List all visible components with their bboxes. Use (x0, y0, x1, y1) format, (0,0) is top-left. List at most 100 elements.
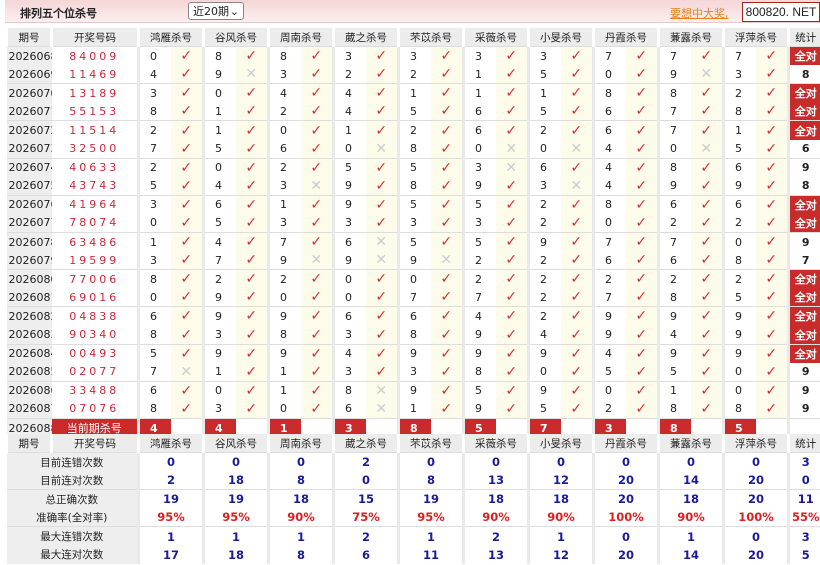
check-icon: ✓ (245, 177, 258, 194)
result-cell: ✕ (560, 139, 594, 159)
result-cell: ✓ (170, 102, 204, 121)
kill-number-cell: 9 (657, 343, 691, 363)
kill-number-cell: 9 (657, 306, 691, 326)
table-row: 2026085 02077 7 ✕ 1 ✓ 1 ✓ 3 ✓ 3 ✓ 8 ✓ 0 ✓ 5 ✓ 5 ✓ 0 ✓ 9 (6, 362, 820, 382)
kill-number-cell: 3 (202, 325, 236, 345)
cross-icon: ✕ (375, 400, 388, 417)
result-cell: ✓ (625, 120, 659, 140)
kill-number-cell: 2 (462, 269, 496, 289)
result-cell: ✓ (560, 213, 594, 233)
kill-number-cell: 0 (592, 213, 626, 233)
period-cell: 2026085 (6, 362, 52, 382)
kill-number-cell: 7 (137, 139, 171, 159)
check-icon: ✓ (375, 345, 388, 362)
kill-number-cell: 6 (137, 306, 171, 326)
kill-number-cell: 6 (592, 251, 626, 270)
result-cell: ✓ (235, 306, 269, 326)
check-icon: ✓ (505, 48, 518, 65)
draw-number-cell: 69016 (69, 290, 120, 304)
kill-number-cell: 3 (397, 213, 431, 233)
result-cell: ✓ (690, 102, 724, 121)
check-icon: ✓ (180, 214, 193, 231)
result-cell: ✓ (170, 46, 204, 66)
result-cell: ✓ (690, 232, 724, 252)
draw-number-cell: 90340 (69, 328, 120, 342)
result-cell: ✓ (300, 139, 334, 159)
kill-number-cell: 6 (657, 251, 691, 270)
promo-link[interactable]: 要想中大奖, (670, 7, 729, 20)
check-icon: ✓ (570, 308, 583, 325)
result-cell: ✕ (365, 232, 399, 252)
kill-number-cell: 9 (397, 380, 431, 400)
kill-number-cell: 9 (462, 176, 496, 196)
kill-number-cell: 8 (267, 46, 301, 66)
check-icon: ✓ (570, 271, 583, 288)
result-cell: ✓ (755, 325, 789, 345)
result-cell: ✓ (690, 306, 724, 326)
kill-number-cell: 1 (267, 194, 301, 214)
result-cell: ✓ (235, 232, 269, 252)
row-stat-cell: 9 (787, 232, 820, 252)
column-header-predictor: 葳之杀号 (332, 434, 399, 453)
result-cell: ✓ (625, 288, 659, 307)
draw-number-cell: 13189 (51, 83, 139, 103)
check-icon: ✓ (375, 196, 388, 213)
kill-number-cell: 5 (527, 399, 561, 419)
stat-total: 0 (787, 471, 820, 490)
check-icon: ✓ (245, 308, 258, 325)
result-cell: ✓ (430, 399, 464, 419)
result-cell: ✓ (300, 194, 334, 214)
stat-value: 18 (657, 489, 724, 509)
kill-number-cell: 9 (267, 343, 301, 363)
kill-number-cell: 9 (267, 251, 301, 270)
stat-value: 13 (462, 545, 529, 565)
empty-cell (560, 417, 594, 438)
cross-icon: ✕ (180, 363, 193, 380)
check-icon: ✓ (310, 159, 323, 176)
empty-stat-cell (787, 417, 820, 438)
kill-number-cell: 2 (527, 306, 561, 326)
result-cell: ✕ (495, 157, 529, 177)
result-cell: ✓ (625, 325, 659, 345)
check-icon: ✓ (635, 159, 648, 176)
check-icon: ✓ (700, 159, 713, 176)
check-icon: ✓ (635, 252, 648, 269)
draw-number-cell: 11469 (69, 67, 120, 81)
check-icon: ✓ (570, 214, 583, 231)
check-icon: ✓ (505, 177, 518, 194)
period-range-select[interactable]: 近20期 ⌄ (188, 2, 244, 20)
stat-value: 13 (462, 471, 529, 490)
result-cell: ✓ (170, 325, 204, 345)
result-cell: ✓ (300, 102, 334, 121)
stat-value: 20 (592, 489, 659, 509)
kill-number-cell: 6 (397, 306, 431, 326)
result-cell: ✓ (235, 213, 269, 233)
result-cell: ✓ (755, 46, 789, 66)
row-stat-cell: 9 (787, 362, 820, 382)
check-icon: ✓ (180, 159, 193, 176)
current-kill-number: 3 (332, 417, 366, 438)
kill-number-cell: 5 (202, 213, 236, 233)
check-icon: ✓ (570, 48, 583, 65)
result-cell: ✓ (495, 102, 529, 121)
kill-number-cell: 1 (137, 232, 171, 252)
stat-value: 90% (657, 508, 724, 527)
check-icon: ✓ (505, 252, 518, 269)
check-icon: ✓ (180, 66, 193, 83)
check-icon: ✓ (310, 140, 323, 157)
check-icon: ✓ (245, 159, 258, 176)
kill-number-cell: 8 (722, 102, 756, 121)
table-row: 2026072115142✓1✓0✓1✓2✓6✓2✓6✓7✓1✓全对 (6, 120, 820, 140)
kill-number-cell: 7 (722, 46, 756, 66)
result-cell: ✓ (625, 213, 659, 233)
kill-number-cell: 3 (462, 213, 496, 233)
stat-value: 20 (722, 471, 789, 490)
result-cell: ✓ (495, 232, 529, 252)
site-logo[interactable]: 800820. NET (742, 2, 820, 22)
kill-number-cell: 7 (657, 232, 691, 252)
check-icon: ✓ (570, 122, 583, 139)
cross-icon: ✕ (700, 140, 713, 157)
result-cell: ✓ (495, 83, 529, 103)
